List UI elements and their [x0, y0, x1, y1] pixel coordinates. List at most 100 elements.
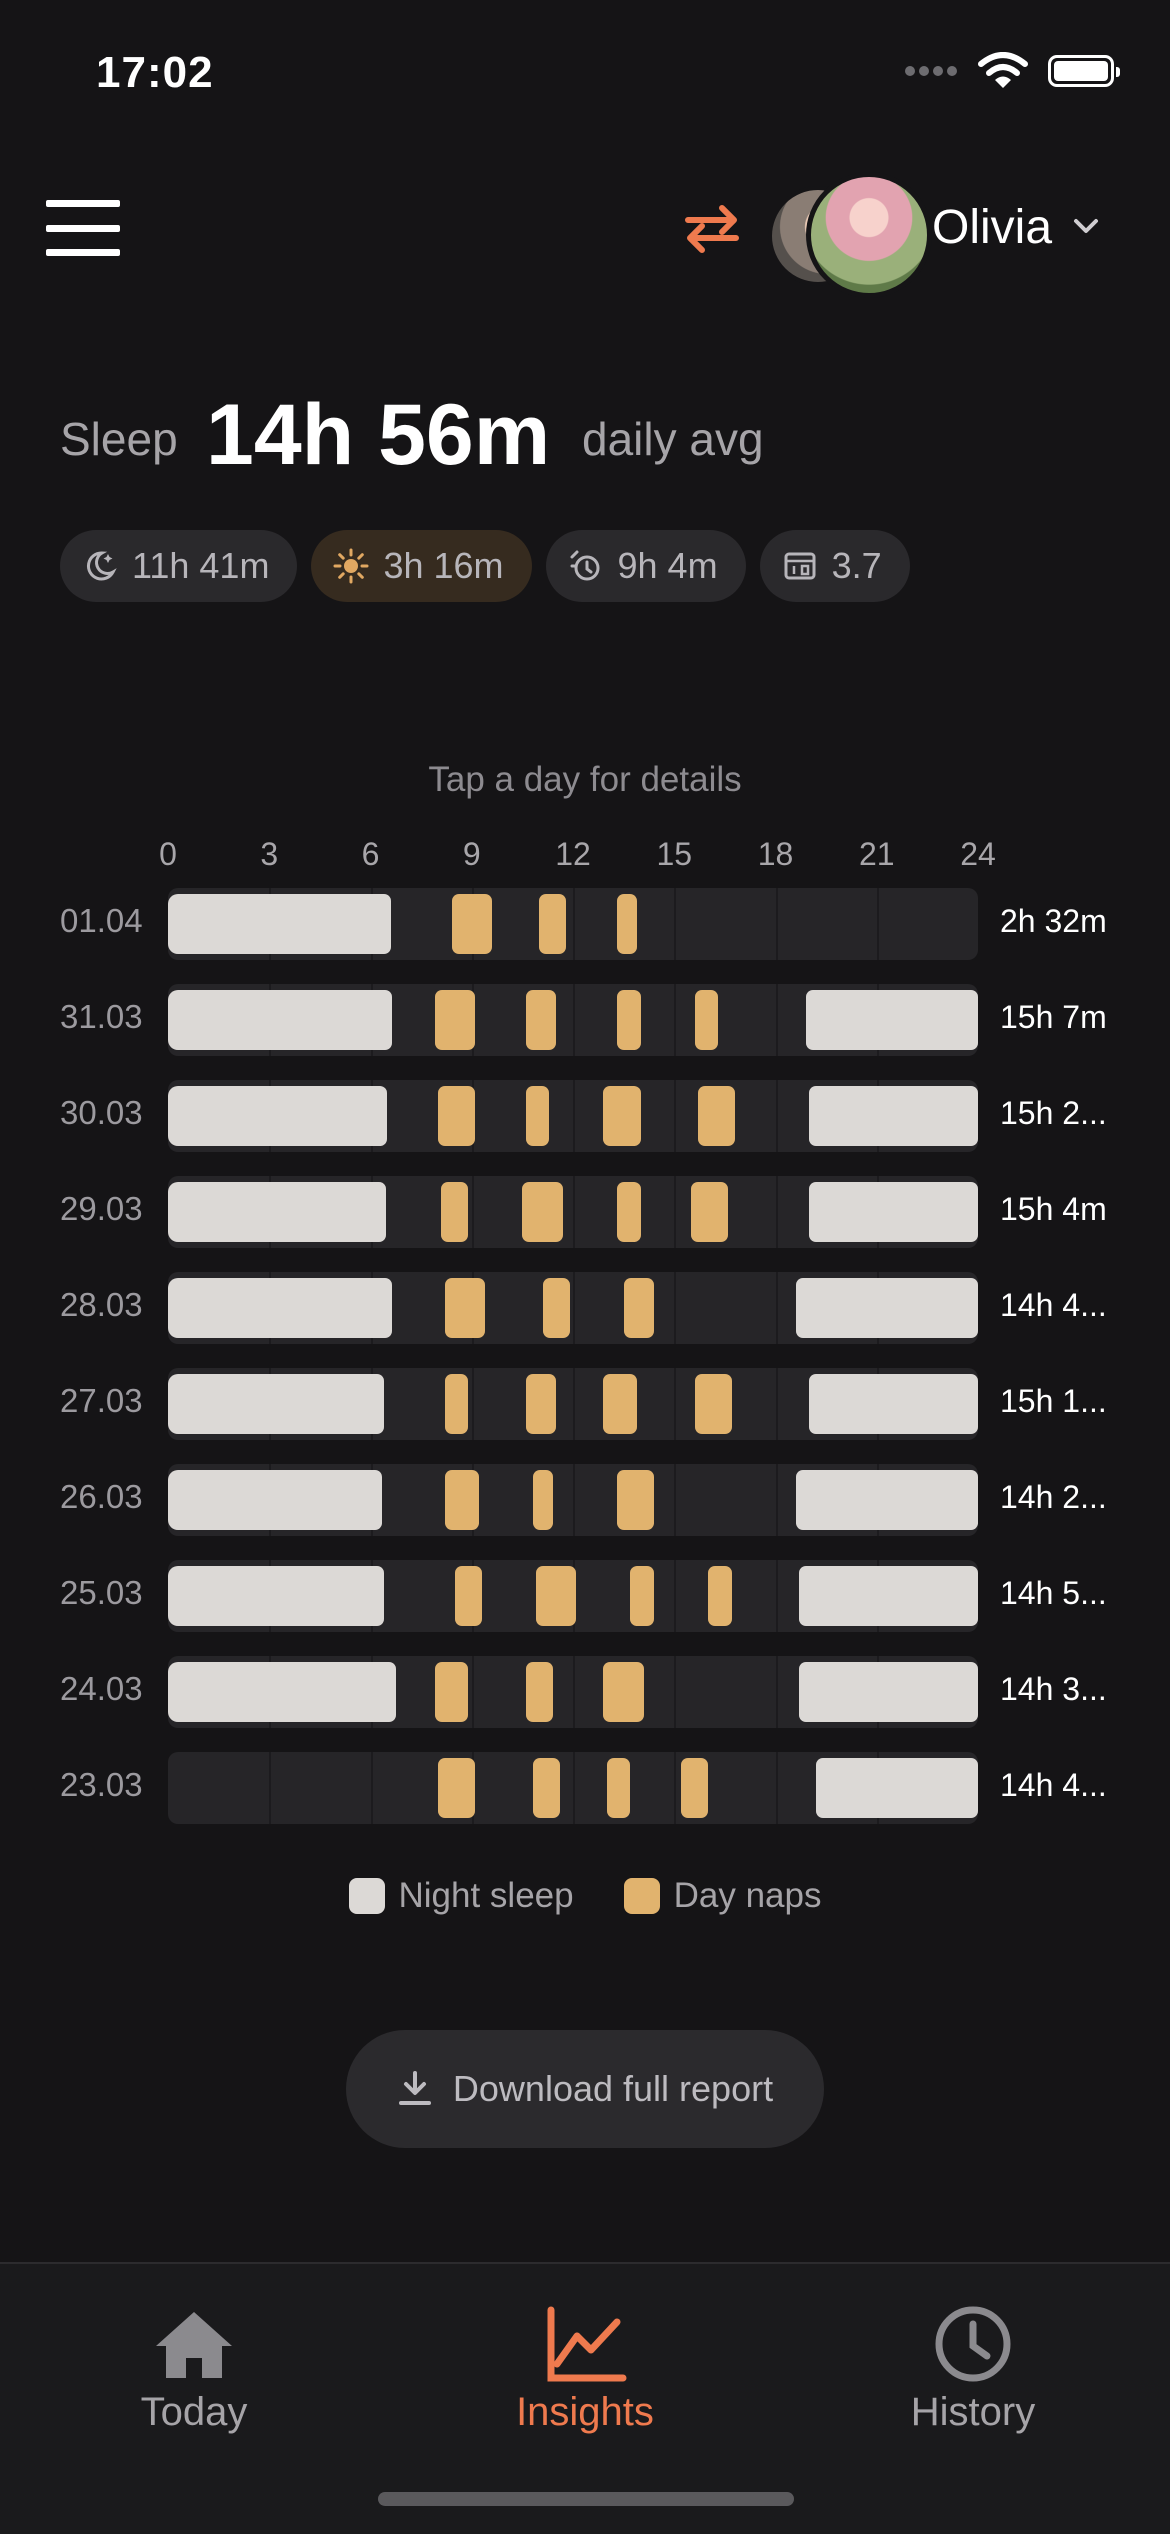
grid-line [573, 888, 575, 960]
row-total: 15h 1... [1000, 1383, 1107, 1419]
download-report-button[interactable]: Download full report [346, 2030, 824, 2148]
row-total: 14h 4... [1000, 1767, 1107, 1803]
chevron-down-icon[interactable] [1072, 212, 1100, 240]
day-row-track[interactable] [168, 1656, 978, 1728]
row-total: 14h 3... [1000, 1671, 1107, 1707]
day-nap-segment [694, 990, 719, 1050]
grid-line [775, 1176, 778, 1248]
row-date[interactable]: 31.03 [60, 998, 143, 1035]
day-nap-segment [434, 1662, 469, 1722]
legend-night: Night sleep [348, 1876, 574, 1916]
axis-tick-24: 24 [960, 836, 996, 872]
grid-line [471, 1656, 474, 1728]
chart-legend: Night sleep Day naps [0, 1876, 1170, 1916]
day-nap-segment [532, 1758, 560, 1818]
grid-line [876, 888, 879, 960]
axis-tick-3: 3 [260, 836, 279, 872]
calendar-count-icon [784, 552, 816, 580]
day-naps-pill[interactable]: 3h 16m [311, 530, 532, 602]
day-nap-segment [616, 1182, 641, 1242]
day-row-track[interactable] [168, 888, 978, 960]
alarm-clock-icon [570, 550, 600, 581]
day-nap-segment [542, 1278, 570, 1338]
grid-line [674, 888, 677, 960]
tab-today-label: Today [140, 2390, 248, 2434]
row-date[interactable]: 23.03 [60, 1766, 143, 1803]
day-row-track[interactable] [168, 1368, 978, 1440]
grid-line [775, 1272, 778, 1344]
summary-label: Sleep [60, 413, 178, 465]
night-sleep-segment [799, 1566, 978, 1626]
row-total: 15h 4m [1000, 1191, 1107, 1227]
night-sleep-segment [795, 1470, 978, 1530]
grid-line [674, 1176, 677, 1248]
night-sleep-pill[interactable]: 11h 41m [60, 530, 298, 602]
row-date[interactable]: 25.03 [60, 1574, 143, 1611]
row-date[interactable]: 30.03 [60, 1094, 143, 1131]
row-date[interactable]: 29.03 [60, 1190, 143, 1227]
nap-count-pill[interactable]: 3.7 [759, 530, 910, 602]
day-nap-segment [694, 1374, 732, 1434]
home-indicator[interactable] [378, 2492, 794, 2506]
row-date[interactable]: 27.03 [60, 1382, 143, 1419]
day-nap-segment [532, 1470, 553, 1530]
day-nap-segment [451, 894, 492, 954]
legend-naps-swatch [623, 1878, 660, 1914]
grid-line [573, 1176, 575, 1248]
grid-line [370, 1752, 373, 1824]
day-row-track[interactable] [168, 984, 978, 1056]
row-total: 14h 2... [1000, 1479, 1107, 1515]
axis-tick-21: 21 [858, 836, 895, 872]
pill-text: 3.7 [831, 545, 882, 586]
day-row-track[interactable] [168, 1272, 978, 1344]
tab-today[interactable]: Today [64, 2304, 324, 2435]
day-nap-segment [525, 1086, 550, 1146]
legend-night-label: Night sleep [398, 1876, 574, 1915]
day-nap-segment [708, 1566, 732, 1626]
menu-button[interactable] [46, 200, 120, 256]
night-sleep-segment [168, 1182, 386, 1242]
axis-tick-15: 15 [656, 836, 693, 872]
night-sleep-segment [805, 990, 978, 1050]
row-total: 14h 4... [1000, 1287, 1107, 1323]
grid-line [775, 1080, 778, 1152]
pill-text: 3h 16m [383, 545, 504, 586]
row-total: 15h 2... [1000, 1095, 1107, 1131]
day-nap-segment [438, 1086, 476, 1146]
legend-night-swatch [348, 1878, 385, 1914]
row-date[interactable]: 28.03 [60, 1286, 143, 1323]
row-date[interactable]: 26.03 [60, 1478, 143, 1515]
tab-history[interactable]: History [843, 2304, 1103, 2435]
day-row-track[interactable] [168, 1752, 978, 1824]
day-nap-segment [697, 1086, 735, 1146]
clock-icon [935, 2306, 1011, 2382]
day-row-track[interactable] [168, 1560, 978, 1632]
night-sleep-segment [168, 1470, 383, 1530]
row-date[interactable]: 01.04 [60, 902, 143, 939]
grid-line [775, 1368, 778, 1440]
menu-line [46, 200, 120, 207]
axis-tick-0: 0 [159, 836, 177, 872]
row-date[interactable]: 24.03 [60, 1670, 143, 1707]
day-nap-segment [606, 1758, 631, 1818]
menu-line [46, 224, 120, 232]
download-icon [398, 2071, 431, 2105]
day-nap-segment [444, 1470, 479, 1530]
grid-line [775, 888, 778, 960]
baby-avatar[interactable] [806, 172, 932, 298]
day-nap-segment [691, 1182, 729, 1242]
switch-baby-icon[interactable] [684, 198, 740, 258]
day-nap-segment [525, 990, 557, 1050]
day-nap-segment [525, 1662, 553, 1722]
grid-line [573, 1656, 575, 1728]
day-row-track[interactable] [168, 1464, 978, 1536]
day-row-track[interactable] [168, 1176, 978, 1248]
legend-naps-label: Day naps [673, 1876, 822, 1915]
day-nap-segment [535, 1566, 577, 1626]
day-row-track[interactable] [168, 1080, 978, 1152]
grid-line [269, 1752, 272, 1824]
stat-pills: 11h 41m 3h 16m 9h 4m 3.7 [60, 530, 910, 602]
baby-name[interactable]: Olivia [932, 201, 1053, 254]
awake-time-pill[interactable]: 9h 4m [545, 530, 746, 602]
tab-insights[interactable]: Insights [455, 2304, 715, 2435]
